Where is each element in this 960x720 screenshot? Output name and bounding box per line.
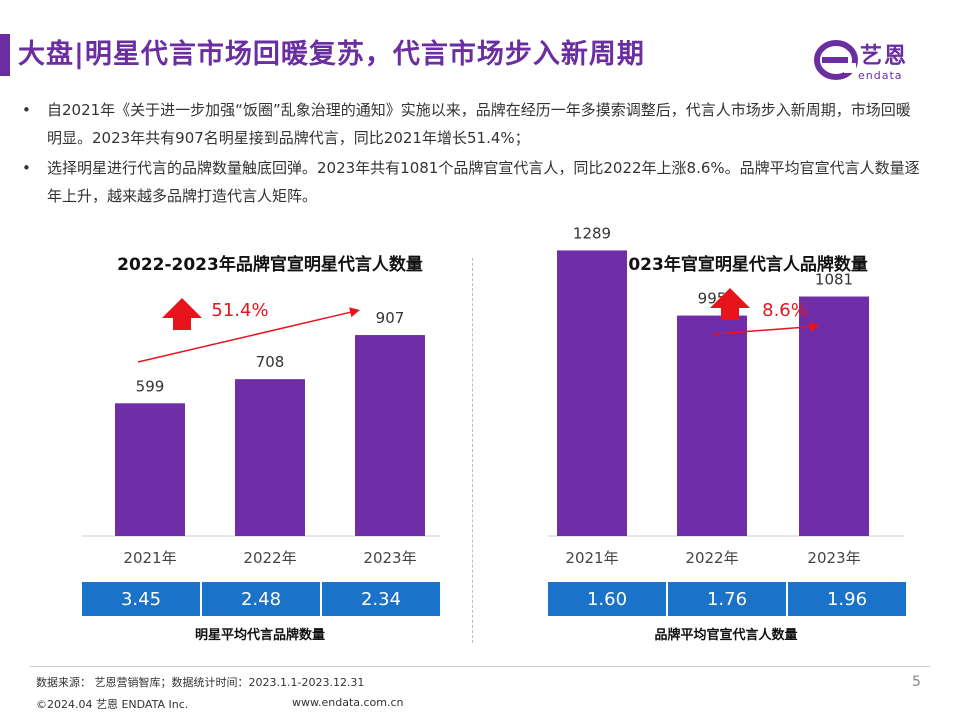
chart-divider [472,258,473,643]
bar-value-label: 1081 [815,271,853,289]
ratio-row-left: 3.45 2.48 2.34 [82,582,442,616]
bar-2021年 [557,250,627,536]
bullet-item: • 选择明星进行代言的品牌数量触底回弹。2023年共有1081个品牌官宣代言人，… [22,154,922,210]
up-arrow-icon [710,288,750,320]
ratio-cell: 1.96 [788,582,906,616]
chart-title-left: 2022-2023年品牌官宣明星代言人数量 [117,255,423,275]
bar-2023年 [799,296,869,536]
bar-2023年 [355,335,425,536]
x-tick-label: 2022年 [243,549,296,567]
ratio-row-right: 1.60 1.76 1.96 [548,582,908,616]
logo-cn-text: 艺恩 [860,44,909,69]
ratio-cell: 1.76 [668,582,786,616]
ratio-cell: 1.60 [548,582,666,616]
x-tick-label: 2022年 [685,549,738,567]
bar-2022年 [235,379,305,536]
bar-2021年 [115,403,185,536]
growth-label: 8.6% [762,300,808,321]
bullet-text: 自2021年《关于进一步加强“饭圈”乱象治理的通知》实施以来，品牌在经历一年多摸… [47,101,911,147]
endata-logo: 艺恩 endata [814,36,934,88]
bullet-marker: • [22,159,31,177]
logo-mark-icon [814,40,858,80]
up-arrow-icon [162,298,202,330]
bar-charts: 5992021年7082022年9072023年51.4%12892021年99… [82,224,904,567]
bar-value-label: 1289 [573,224,611,242]
x-tick-label: 2021年 [565,549,618,567]
trend-arrowhead-icon [349,307,360,318]
title-accent-bar [0,34,10,76]
trend-arrow-line [137,311,353,363]
bullet-text: 选择明星进行代言的品牌数量触底回弹。2023年共有1081个品牌官宣代言人，同比… [47,159,920,205]
x-tick-label: 2023年 [363,549,416,567]
trend-arrow-line [713,325,813,335]
bar-2022年 [677,315,747,536]
chart-title-right: 2022-2023年官宣明星代言人品牌数量 [562,255,868,275]
trend-arrowhead-icon [809,321,820,332]
logo-en-text: endata [858,69,903,82]
bar-value-label: 599 [136,377,165,395]
bullet-list: • 自2021年《关于进一步加强“饭圈”乱象治理的通知》实施以来，品牌在经历一年… [22,96,922,212]
ratio-cell: 3.45 [82,582,200,616]
x-tick-label: 2023年 [807,549,860,567]
footer-divider [30,666,930,667]
copyright: ©2024.04 艺恩 ENDATA Inc. [36,698,189,711]
ratio-cell: 2.34 [322,582,440,616]
ratio-cell: 2.48 [202,582,320,616]
ratio-caption-right: 品牌平均官宣代言人数量 [654,628,798,643]
website-link[interactable]: www.endata.com.cn [292,696,404,709]
bullet-marker: • [22,101,31,119]
x-tick-label: 2021年 [123,549,176,567]
ratio-caption-left: 明星平均代言品牌数量 [194,628,325,643]
growth-label: 51.4% [211,300,268,321]
page-title: 大盘|明星代言市场回暖复苏，代言市场步入新周期 [18,39,645,70]
bar-value-label: 708 [256,353,285,371]
data-source: 数据来源： 艺恩营销智库；数据统计时间：2023.1.1-2023.12.31 [36,676,365,689]
bar-value-label: 907 [376,309,405,327]
page-number: 5 [912,674,921,690]
bullet-item: • 自2021年《关于进一步加强“饭圈”乱象治理的通知》实施以来，品牌在经历一年… [22,96,922,152]
